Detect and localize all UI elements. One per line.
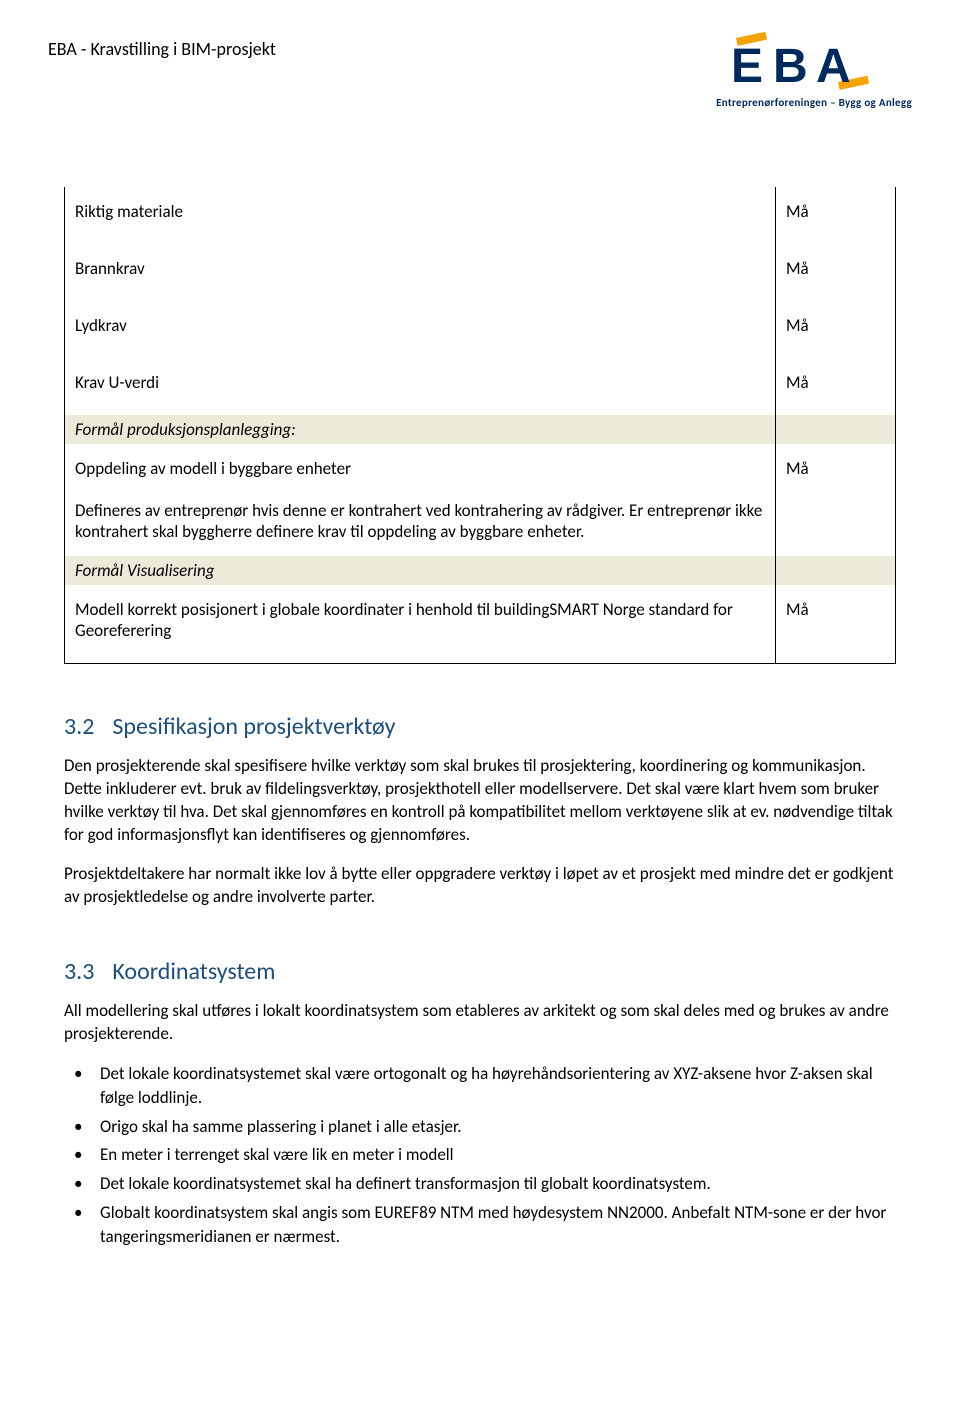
table-row: Riktig materiale Må	[65, 187, 896, 244]
list-item: Det lokale koordinatsystemet skal ha def…	[64, 1172, 896, 1197]
list-item: Globalt koordinatsystem skal angis som E…	[64, 1201, 896, 1250]
svg-text:A: A	[816, 40, 851, 93]
header-title: EBA - Kravstilling i BIM-prosjekt	[48, 32, 276, 60]
table-row: Brannkrav Må	[65, 244, 896, 301]
eba-logo-icon: E B A	[716, 32, 896, 96]
req-label: Modell korrekt posisjonert i globale koo…	[65, 585, 776, 664]
list-item: En meter i terrenget skal være lik en me…	[64, 1143, 896, 1168]
req-value	[776, 556, 896, 585]
table-row: Modell korrekt posisjonert i globale koo…	[65, 585, 896, 664]
section-number: 3.2	[64, 712, 94, 741]
paragraph: Den prosjekterende skal spesifisere hvil…	[64, 755, 896, 847]
page-content: Riktig materiale Må Brannkrav Må Lydkrav…	[48, 187, 912, 1250]
table-row: Oppdeling av modell i byggbare enheter D…	[65, 444, 896, 556]
req-value	[776, 415, 896, 444]
table-row: Lydkrav Må	[65, 301, 896, 358]
req-value: Må	[776, 585, 896, 664]
svg-text:E: E	[731, 40, 763, 93]
section-heading-3-3: 3.3 Koordinatsystem	[64, 957, 896, 986]
logo-tagline: Entreprenørforeningen – Bygg og Anlegg	[716, 96, 912, 109]
req-value: Må	[776, 187, 896, 244]
req-label: Brannkrav	[65, 244, 776, 301]
paragraph: Prosjektdeltakere har normalt ikke lov å…	[64, 863, 896, 909]
table-row: Krav U-verdi Må	[65, 358, 896, 415]
paragraph: All modellering skal utføres i lokalt ko…	[64, 1000, 896, 1046]
bullet-list: Det lokale koordinatsystemet skal være o…	[64, 1062, 896, 1250]
req-value: Må	[776, 301, 896, 358]
logo-block: E B A Entreprenørforeningen – Bygg og An…	[716, 32, 912, 109]
section-heading-3-2: 3.2 Spesifikasjon prosjektverktøy	[64, 712, 896, 741]
req-label: Oppdeling av modell i byggbare enheter D…	[65, 444, 776, 556]
list-item: Det lokale koordinatsystemet skal være o…	[64, 1062, 896, 1111]
section-title: Koordinatsystem	[112, 957, 275, 986]
section-title: Spesifikasjon prosjektverktøy	[112, 712, 395, 741]
req-label: Krav U-verdi	[65, 358, 776, 415]
req-label: Formål produksjonsplanlegging:	[65, 415, 776, 444]
req-label: Formål Visualisering	[65, 556, 776, 585]
list-item: Origo skal ha samme plassering i planet …	[64, 1115, 896, 1140]
section-number: 3.3	[64, 957, 94, 986]
page-header: EBA - Kravstilling i BIM-prosjekt E B A …	[48, 32, 912, 109]
req-value: Må	[776, 358, 896, 415]
table-row-heading: Formål produksjonsplanlegging:	[65, 415, 896, 444]
requirements-table: Riktig materiale Må Brannkrav Må Lydkrav…	[64, 187, 896, 664]
svg-text:B: B	[773, 40, 808, 93]
req-value: Må	[776, 444, 896, 556]
req-label: Lydkrav	[65, 301, 776, 358]
req-label: Riktig materiale	[65, 187, 776, 244]
req-value: Må	[776, 244, 896, 301]
table-row-heading: Formål Visualisering	[65, 556, 896, 585]
